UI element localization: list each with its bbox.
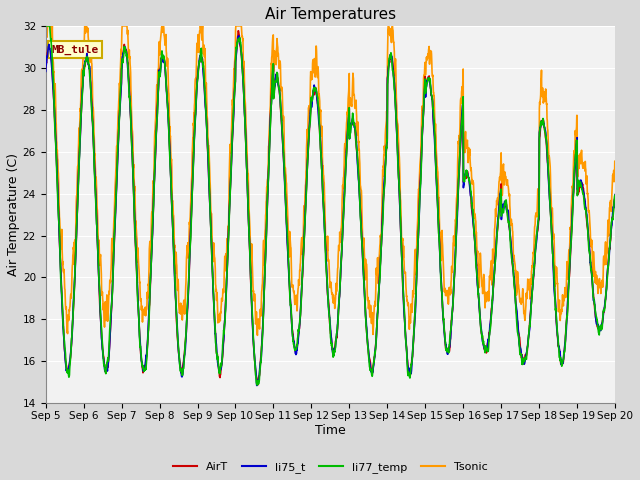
li77_temp — [253, 382, 261, 388]
AirT — [348, 120, 355, 126]
li75_t — [200, 86, 208, 92]
li75_t — [42, 69, 49, 74]
AirT — [200, 86, 208, 92]
Line: AirT: AirT — [45, 31, 615, 385]
AirT — [497, 192, 504, 197]
AirT — [360, 272, 367, 278]
Line: li75_t: li75_t — [45, 36, 615, 385]
Tsonic — [360, 236, 367, 241]
Tsonic — [348, 101, 355, 107]
Line: li77_temp: li77_temp — [45, 26, 615, 385]
li77_temp — [42, 23, 49, 29]
AirT — [611, 194, 619, 200]
Tsonic — [253, 333, 261, 338]
li77_temp — [348, 122, 355, 128]
Y-axis label: Air Temperature (C): Air Temperature (C) — [7, 153, 20, 276]
li77_temp — [496, 197, 504, 203]
li75_t — [497, 191, 504, 196]
li75_t — [577, 178, 585, 183]
li77_temp — [200, 82, 208, 87]
li75_t — [348, 122, 355, 128]
Title: Air Temperatures: Air Temperatures — [265, 7, 396, 22]
Tsonic — [497, 171, 504, 177]
li77_temp — [360, 270, 367, 276]
li75_t — [561, 339, 569, 345]
AirT — [42, 65, 49, 71]
li77_temp — [577, 182, 584, 188]
AirT — [235, 28, 243, 34]
li75_t — [235, 33, 243, 39]
Tsonic — [611, 159, 619, 165]
AirT — [254, 382, 262, 388]
Text: MB_tule: MB_tule — [51, 45, 99, 55]
li75_t — [253, 383, 260, 388]
Tsonic — [44, 23, 51, 29]
Tsonic — [577, 156, 585, 161]
X-axis label: Time: Time — [315, 424, 346, 437]
Line: Tsonic: Tsonic — [45, 26, 615, 336]
Tsonic — [201, 52, 209, 58]
Legend: AirT, li75_t, li77_temp, Tsonic: AirT, li75_t, li77_temp, Tsonic — [168, 458, 492, 478]
li75_t — [360, 276, 367, 282]
li77_temp — [561, 346, 569, 351]
Tsonic — [561, 286, 569, 292]
AirT — [577, 182, 585, 188]
li77_temp — [611, 192, 619, 198]
Tsonic — [42, 35, 49, 41]
li75_t — [611, 192, 619, 197]
AirT — [561, 339, 569, 345]
